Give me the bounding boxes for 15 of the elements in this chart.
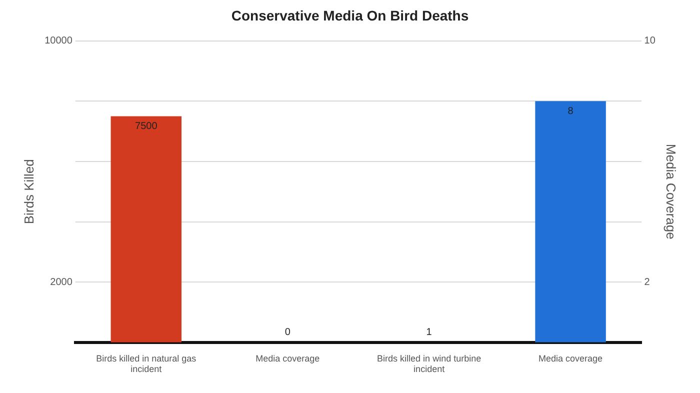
x-tick-label: Media coverage	[538, 353, 603, 364]
y-tick-label: 10000	[44, 36, 73, 47]
data-label: 7500	[135, 120, 158, 132]
y2-tick-label: 2	[644, 276, 650, 288]
data-label: 8	[568, 106, 574, 117]
x-tick-label: Birds killed in wind turbine incident	[377, 353, 482, 374]
chart-title: Conservative Media On Bird Deaths	[231, 7, 469, 24]
data-label: 0	[284, 327, 291, 338]
y2-axis-title: Media Coverage	[664, 144, 679, 240]
x-tick-label: Birds killed in natural gas incident	[96, 353, 197, 374]
x-tick-label: Media coverage	[256, 353, 320, 364]
y2-tick-label: 10	[644, 36, 656, 47]
y-axis-title: Birds Killed	[21, 159, 36, 224]
data-label: 1	[426, 327, 432, 338]
y-tick-label: 2000	[50, 276, 73, 288]
